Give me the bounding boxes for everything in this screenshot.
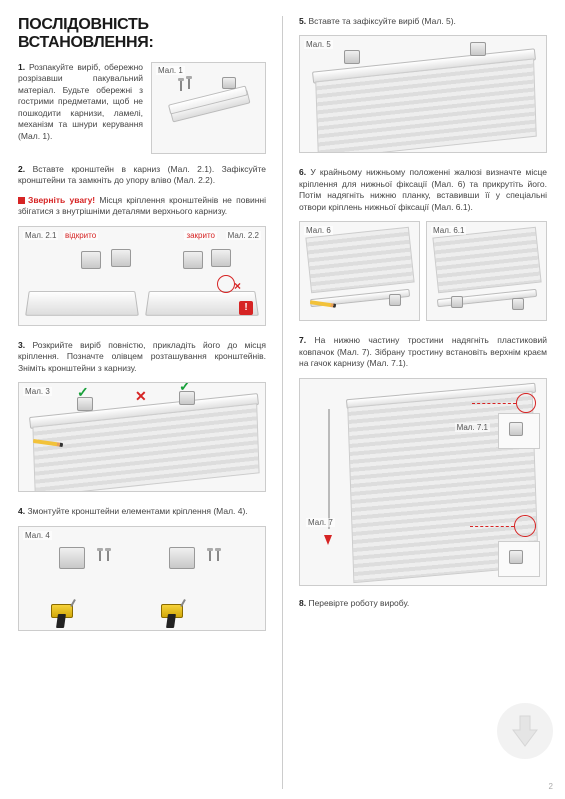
figure-4: Мал. 4 (18, 526, 266, 631)
step-8-num: 8. (299, 598, 306, 608)
step-6-body: У крайньому нижньому положенні жалюзі ви… (299, 167, 547, 211)
step-1-block: 1. Розпакуйте виріб, обережно розрізавши… (18, 62, 266, 154)
drill-icon (161, 604, 189, 624)
figure-5-label: Мал. 5 (304, 40, 333, 49)
figure-2: Мал. 2.1 відкрито закрито Мал. 2.2 ! × (18, 226, 266, 326)
step-7-num: 7. (299, 335, 306, 345)
step-3-num: 3. (18, 340, 25, 350)
step-5-body: Вставте та зафіксуйте виріб (Мал. 5). (308, 16, 455, 26)
figure-3-label: Мал. 3 (23, 387, 52, 396)
step-4-body: Змонтуйте кронштейни елементами кріпленн… (27, 506, 247, 516)
figure-6-1: Мал. 6.1 (426, 221, 547, 321)
page-container: ПОСЛІДОВНІСТЬ ВСТАНОВЛЕННЯ: 1. Розпакуйт… (0, 0, 565, 799)
step-8-text: 8. Перевірте роботу виробу. (299, 598, 547, 609)
drill-icon (51, 604, 79, 624)
step-3-text: 3. Розкрийте виріб повністю, прикладіть … (18, 340, 266, 374)
step-2-body: Вставте кронштейн в карниз (Мал. 2.1). З… (18, 164, 266, 185)
main-title: ПОСЛІДОВНІСТЬ ВСТАНОВЛЕННЯ: (18, 16, 266, 52)
figure-2-1-label: Мал. 2.1 (23, 231, 58, 240)
step-2-text: 2. Вставте кронштейн в карниз (Мал. 2.1)… (18, 164, 266, 187)
step-7-text: 7. На нижню частину тростини надягніть п… (299, 335, 547, 369)
figure-3: Мал. 3 ✕ ✓ ✓ (18, 382, 266, 492)
figure-1: Мал. 1 (151, 62, 266, 154)
right-column: 5. Вставте та зафіксуйте виріб (Мал. 5).… (299, 16, 547, 789)
step-8-body: Перевірте роботу виробу. (308, 598, 409, 608)
step-5-num: 5. (299, 16, 306, 26)
x-mark-icon: ✕ (135, 389, 147, 403)
step-6-text: 6. У крайньому нижньому положенні жалюзі… (299, 167, 547, 213)
figure-6-label: Мал. 6 (304, 226, 333, 235)
step-1-num: 1. (18, 62, 25, 72)
exclamation-icon: ! (239, 301, 253, 315)
figure-2-2-label: Мал. 2.2 (226, 231, 261, 240)
figure-6: Мал. 6 (299, 221, 420, 321)
figure-4-label: Мал. 4 (23, 531, 52, 540)
left-column: ПОСЛІДОВНІСТЬ ВСТАНОВЛЕННЯ: 1. Розпакуйт… (18, 16, 266, 789)
figure-2-closed-label: закрито (184, 231, 217, 240)
figure-5: Мал. 5 (299, 35, 547, 153)
step-2-warn-label: Зверніть увагу! (28, 195, 95, 205)
step-5-text: 5. Вставте та зафіксуйте виріб (Мал. 5). (299, 16, 547, 27)
step-7-body: На нижню частину тростини надягніть плас… (299, 335, 547, 368)
step-2-warning: Зверніть увагу! Місця кріплення кронштей… (18, 195, 266, 218)
page-number: 2 (549, 782, 553, 791)
figure-1-label: Мал. 1 (156, 66, 185, 75)
check-icon: ✓ (179, 382, 191, 393)
step-1-text: 1. Розпакуйте виріб, обережно розрізавши… (18, 62, 143, 146)
figure-7-1-label: Мал. 7.1 (455, 423, 490, 432)
figure-7: Мал. 7 Мал. 7.1 (299, 378, 547, 586)
step-1-body: Розпакуйте виріб, обережно розрізавши па… (18, 62, 143, 141)
figure-6-1-label: Мал. 6.1 (431, 226, 466, 235)
figure-6-row: Мал. 6 Мал. 6.1 (299, 221, 547, 321)
step-2-num: 2. (18, 164, 25, 174)
step-3-body: Розкрийте виріб повністю, прикладіть йог… (18, 340, 266, 373)
warning-icon (18, 197, 25, 204)
column-divider (282, 16, 283, 789)
step-4-text: 4. Змонтуйте кронштейни елементами кріпл… (18, 506, 266, 517)
step-4-num: 4. (18, 506, 25, 516)
step-6-num: 6. (299, 167, 306, 177)
figure-2-open-label: відкрито (63, 231, 98, 240)
figure-7-label: Мал. 7 (306, 518, 335, 527)
check-icon: ✓ (77, 385, 89, 399)
